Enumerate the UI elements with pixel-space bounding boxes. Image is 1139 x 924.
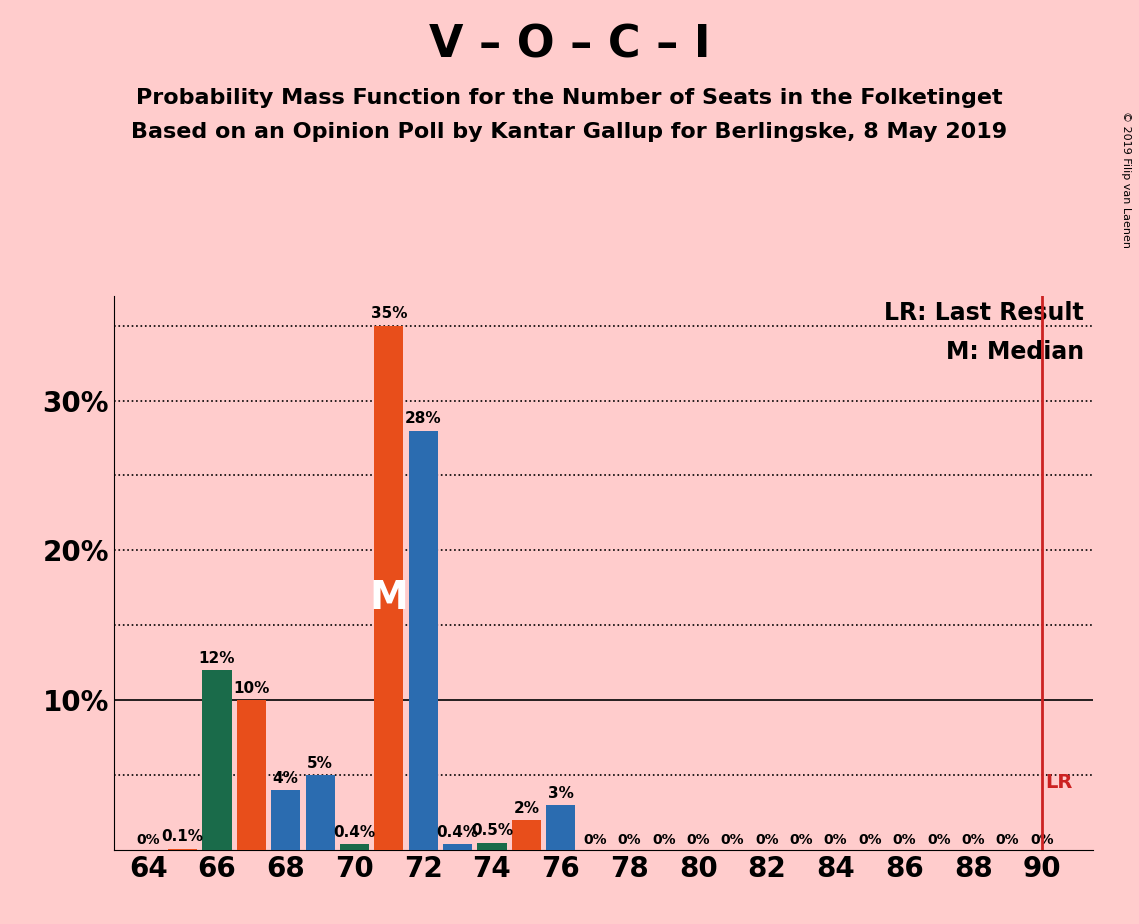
Text: 0%: 0%: [858, 833, 882, 847]
Text: 10%: 10%: [233, 681, 270, 696]
Bar: [169, 848, 197, 850]
Text: 2%: 2%: [514, 800, 540, 816]
Bar: [546, 805, 575, 850]
Text: 0%: 0%: [789, 833, 813, 847]
Text: Based on an Opinion Poll by Kantar Gallup for Berlingske, 8 May 2019: Based on an Opinion Poll by Kantar Gallu…: [131, 122, 1008, 142]
Text: 0.5%: 0.5%: [470, 823, 513, 838]
Bar: [477, 843, 507, 850]
Text: 0%: 0%: [137, 833, 161, 847]
Text: 35%: 35%: [370, 306, 407, 322]
Text: 5%: 5%: [308, 756, 333, 771]
Text: © 2019 Filip van Laenen: © 2019 Filip van Laenen: [1121, 111, 1131, 248]
Bar: [409, 431, 437, 850]
Text: Probability Mass Function for the Number of Seats in the Folketinget: Probability Mass Function for the Number…: [137, 88, 1002, 108]
Text: 0%: 0%: [995, 833, 1019, 847]
Text: 0%: 0%: [687, 833, 710, 847]
Bar: [237, 700, 267, 850]
Text: V – O – C – I: V – O – C – I: [428, 23, 711, 67]
Bar: [443, 845, 473, 850]
Bar: [305, 775, 335, 850]
Bar: [339, 845, 369, 850]
Text: 0%: 0%: [617, 833, 641, 847]
Bar: [271, 790, 301, 850]
Text: 3%: 3%: [548, 785, 574, 800]
Text: 0.1%: 0.1%: [162, 829, 204, 845]
Text: 0%: 0%: [1030, 833, 1054, 847]
Text: LR: LR: [1046, 773, 1073, 792]
Text: LR: Last Result: LR: Last Result: [884, 301, 1083, 325]
Text: M: Median: M: Median: [945, 340, 1083, 364]
Text: 28%: 28%: [405, 411, 442, 426]
Text: 0%: 0%: [583, 833, 607, 847]
Bar: [203, 670, 231, 850]
Text: 0%: 0%: [652, 833, 675, 847]
Text: 4%: 4%: [273, 771, 298, 785]
Text: M: M: [369, 579, 408, 617]
Text: 12%: 12%: [199, 650, 236, 666]
Text: 0.4%: 0.4%: [436, 824, 478, 840]
Text: 0%: 0%: [823, 833, 847, 847]
Bar: [375, 325, 403, 850]
Text: 0%: 0%: [893, 833, 916, 847]
Text: 0%: 0%: [721, 833, 745, 847]
Text: 0%: 0%: [755, 833, 779, 847]
Text: 0%: 0%: [961, 833, 985, 847]
Text: 0.4%: 0.4%: [334, 824, 376, 840]
Bar: [511, 821, 541, 850]
Text: 0%: 0%: [927, 833, 951, 847]
